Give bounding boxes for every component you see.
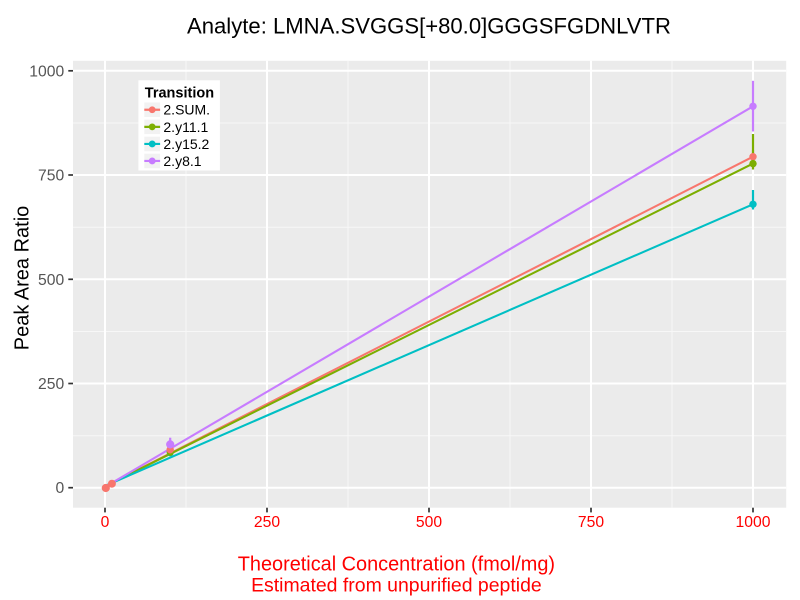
svg-text:1000: 1000 <box>29 63 64 80</box>
svg-text:750: 750 <box>38 168 64 185</box>
svg-text:2.y8.1: 2.y8.1 <box>163 153 201 169</box>
svg-text:250: 250 <box>38 376 64 393</box>
svg-text:500: 500 <box>38 272 64 289</box>
svg-text:1000: 1000 <box>736 514 771 531</box>
svg-text:500: 500 <box>416 514 442 531</box>
svg-text:Analyte: LMNA.SVGGS[+80.0]GGGS: Analyte: LMNA.SVGGS[+80.0]GGGSFGDNLVTR <box>187 14 671 39</box>
svg-text:0: 0 <box>101 514 110 531</box>
svg-text:250: 250 <box>254 514 280 531</box>
svg-text:Estimated from unpurified pept: Estimated from unpurified peptide <box>251 575 542 597</box>
svg-text:Transition: Transition <box>145 85 214 101</box>
svg-text:Peak Area Ratio: Peak Area Ratio <box>12 206 34 351</box>
svg-text:Theoretical Concentration (fmo: Theoretical Concentration (fmol/mg) <box>238 554 555 576</box>
svg-text:2.y15.2: 2.y15.2 <box>163 136 209 152</box>
svg-text:750: 750 <box>578 514 604 531</box>
svg-text:0: 0 <box>55 480 64 497</box>
svg-text:2.SUM.: 2.SUM. <box>163 102 210 118</box>
svg-text:2.y11.1: 2.y11.1 <box>163 119 208 135</box>
